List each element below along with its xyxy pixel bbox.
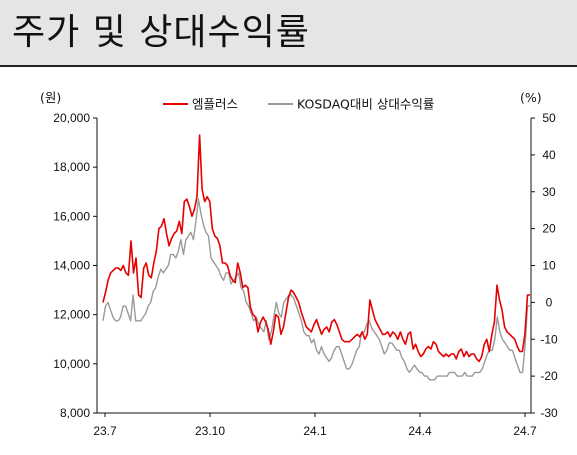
plot-frame — [96, 118, 532, 414]
left-axis-unit: (원) — [40, 90, 61, 105]
left-tick-label: 14,000 — [53, 259, 90, 273]
x-axis: 23.7 23.10 24.1 24.4 24.7 — [93, 413, 537, 438]
legend: 엠플러스 KOSDAQ대비 상대수익률 — [163, 97, 434, 112]
left-tick-label: 20,000 — [53, 111, 90, 125]
right-tick-label: -30 — [540, 406, 558, 420]
left-tick-label: 16,000 — [53, 209, 90, 223]
page-title: 주가 및 상대수익률 — [12, 12, 310, 53]
left-tick-label: 8,000 — [60, 406, 90, 420]
title-bar: 주가 및 상대수익률 — [0, 0, 577, 67]
right-tick-label: 50 — [542, 111, 556, 125]
series-line-stock-price — [102, 134, 530, 363]
left-tick-label: 12,000 — [53, 308, 90, 322]
x-tick-label: 24.1 — [303, 424, 327, 438]
right-tick-label: 30 — [542, 185, 556, 199]
x-tick-label: 23.10 — [195, 424, 225, 438]
right-tick-label: -20 — [540, 369, 558, 383]
series-line-relative-return — [102, 198, 530, 381]
left-axis: 20,000 18,000 16,000 14,000 12,000 10,000 8,00… — [53, 111, 97, 420]
x-tick-label: 24.7 — [513, 424, 537, 438]
legend-label-series-1: 엠플러스 — [192, 97, 238, 112]
right-tick-label: 0 — [546, 295, 553, 309]
x-tick-label: 24.4 — [408, 424, 432, 438]
right-axis: 50 40 30 20 10 0 -10 -20 -30 — [531, 111, 558, 420]
right-tick-label: 20 — [542, 222, 556, 236]
left-tick-label: 18,000 — [53, 160, 90, 174]
series-layer — [102, 134, 530, 381]
right-tick-label: -10 — [540, 332, 558, 346]
left-tick-label: 10,000 — [53, 357, 90, 371]
right-axis-unit: (%) — [520, 90, 542, 105]
right-tick-label: 10 — [542, 259, 556, 273]
x-tick-label: 23.7 — [93, 424, 117, 438]
legend-label-series-2: KOSDAQ대비 상대수익률 — [297, 97, 434, 112]
right-tick-label: 40 — [542, 148, 556, 162]
